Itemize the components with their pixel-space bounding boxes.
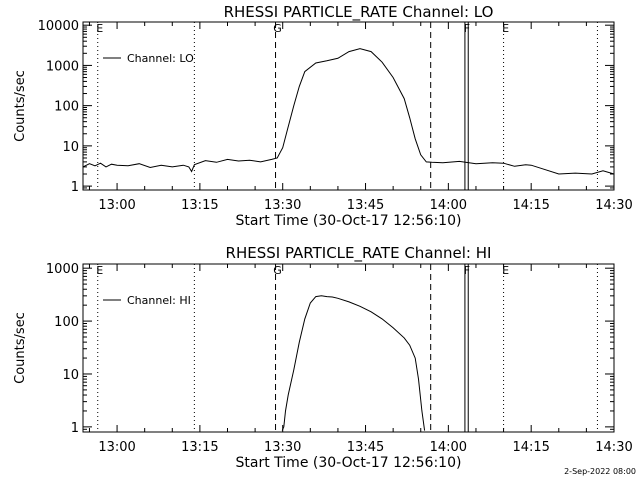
panel-lo: RHESSI PARTICLE_RATE Channel: LO 13:00 13:… bbox=[13, 3, 633, 229]
x-tick-label: 13:45 bbox=[347, 198, 384, 213]
plot-frame bbox=[82, 263, 615, 433]
legend-entry: Channel: LO bbox=[127, 52, 194, 65]
panel-hi: RHESSI PARTICLE_RATE Channel: HI 13:00 13:… bbox=[13, 244, 633, 471]
x-tick-label: 13:15 bbox=[181, 198, 218, 213]
x-tick-label: 14:00 bbox=[430, 440, 467, 455]
y-tick-label: 10000 bbox=[38, 19, 79, 34]
x-tick-label: 13:15 bbox=[181, 440, 218, 455]
x-tick-label: 14:00 bbox=[430, 198, 467, 213]
event-marker-label: G bbox=[273, 264, 282, 277]
y-tick-label: 1 bbox=[71, 180, 79, 195]
y-tick-label: 1 bbox=[71, 421, 79, 436]
plot-frame bbox=[82, 21, 615, 191]
x-tick-label: 13:45 bbox=[347, 440, 384, 455]
y-tick-label: 10 bbox=[62, 140, 79, 155]
footer-date-stamp: 2-Sep-2022 08:00 bbox=[564, 467, 636, 476]
event-marker-label: E bbox=[96, 22, 103, 35]
event-marker-label: E bbox=[96, 264, 103, 277]
y-axis-label: Counts/sec bbox=[13, 70, 28, 142]
legend-entry: Channel: HI bbox=[127, 294, 191, 307]
y-tick-label: 1000 bbox=[46, 262, 79, 277]
x-tick-label: 14:15 bbox=[512, 198, 549, 213]
y-axis-label: Counts/sec bbox=[13, 312, 28, 384]
event-marker-label: F bbox=[464, 22, 470, 35]
x-tick-label: 13:30 bbox=[264, 440, 301, 455]
series-line-hi bbox=[281, 295, 426, 431]
y-tick-label: 1000 bbox=[46, 59, 79, 74]
x-axis-label: Start Time (30-Oct-17 12:56:10) bbox=[236, 213, 462, 229]
chart-title: RHESSI PARTICLE_RATE Channel: LO bbox=[224, 3, 494, 22]
chart-title: RHESSI PARTICLE_RATE Channel: HI bbox=[226, 244, 492, 263]
y-tick-label: 10 bbox=[62, 368, 79, 383]
event-marker-label: G bbox=[273, 22, 282, 35]
x-tick-label: 14:30 bbox=[595, 198, 632, 213]
x-tick-label: 13:30 bbox=[264, 198, 301, 213]
x-tick-label: 13:00 bbox=[98, 198, 135, 213]
x-axis-label: Start Time (30-Oct-17 12:56:10) bbox=[236, 455, 462, 471]
x-tick-label: 14:30 bbox=[595, 440, 632, 455]
event-marker-label: E bbox=[502, 22, 509, 35]
series-line-lo bbox=[82, 48, 615, 175]
y-tick-label: 100 bbox=[54, 100, 79, 115]
x-tick-label: 14:15 bbox=[512, 440, 549, 455]
event-marker-label: F bbox=[464, 264, 470, 277]
x-tick-label: 13:00 bbox=[98, 440, 135, 455]
y-tick-label: 100 bbox=[54, 315, 79, 330]
event-marker-label: E bbox=[502, 264, 509, 277]
